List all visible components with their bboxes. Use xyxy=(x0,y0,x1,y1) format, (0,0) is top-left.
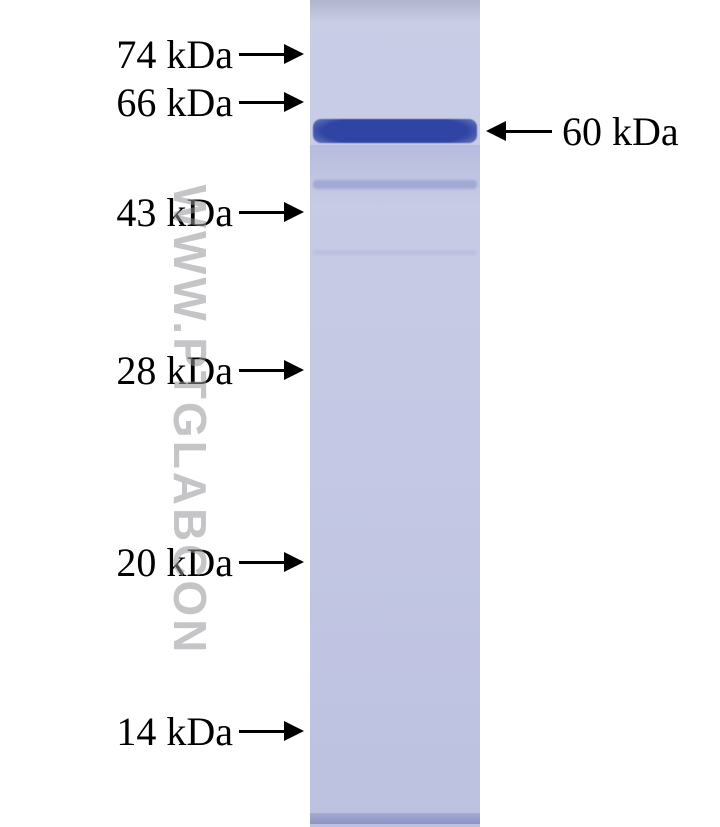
gel-well-shadow xyxy=(310,0,480,23)
right-label-area: 60 kDa xyxy=(480,0,720,827)
sample-label: 60 kDa xyxy=(562,108,679,155)
gel-dye-front xyxy=(310,813,480,824)
gel-band xyxy=(313,119,477,143)
gel-band xyxy=(313,250,477,255)
ladder-item: 74 kDa xyxy=(116,34,304,74)
arrow-right-icon xyxy=(239,202,304,222)
arrow-left-icon xyxy=(486,121,552,141)
arrow-right-icon xyxy=(239,92,304,112)
ladder-label: 20 kDa xyxy=(116,539,233,586)
arrow-right-icon xyxy=(239,360,304,380)
left-label-area: 74 kDa66 kDa43 kDa28 kDa20 kDa14 kDa xyxy=(0,0,310,827)
ladder-label: 66 kDa xyxy=(116,79,233,126)
gel-smear xyxy=(310,145,480,205)
ladder-label: 43 kDa xyxy=(116,189,233,236)
arrow-right-icon xyxy=(239,721,304,741)
ladder-item: 20 kDa xyxy=(116,542,304,582)
gel-figure: 74 kDa66 kDa43 kDa28 kDa20 kDa14 kDa 60 … xyxy=(0,0,720,827)
ladder-item: 14 kDa xyxy=(116,711,304,751)
gel-lane-area xyxy=(310,0,480,827)
sample-item: 60 kDa xyxy=(486,111,679,151)
arrow-right-icon xyxy=(239,44,304,64)
ladder-label: 28 kDa xyxy=(116,347,233,394)
ladder-item: 28 kDa xyxy=(116,350,304,390)
arrow-right-icon xyxy=(239,552,304,572)
ladder-label: 14 kDa xyxy=(116,708,233,755)
ladder-label: 74 kDa xyxy=(116,31,233,78)
ladder-item: 43 kDa xyxy=(116,192,304,232)
ladder-item: 66 kDa xyxy=(116,82,304,122)
